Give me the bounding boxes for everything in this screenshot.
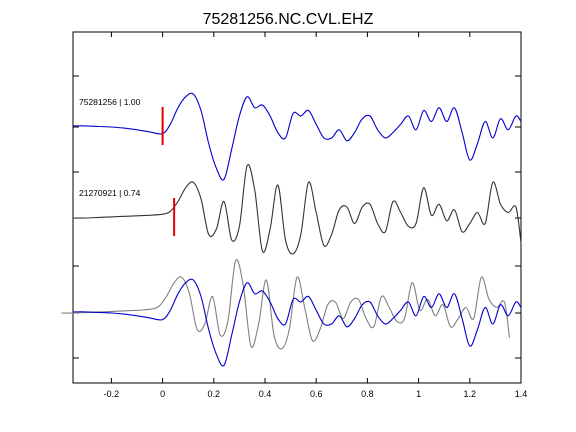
x-tick-label: 1.2 [464, 389, 477, 399]
x-tick-label: 1 [416, 389, 421, 399]
x-tick-label: 0 [160, 389, 165, 399]
x-tick-label: 1.4 [515, 389, 528, 399]
overlay-trace-2 [61, 259, 511, 350]
trace-label-2: 21270921 | 0.74 [79, 188, 141, 198]
x-tick-label: -0.2 [104, 389, 120, 399]
overlay-trace-1 [72, 278, 522, 367]
trace-label-1: 75281256 | 1.00 [79, 97, 141, 107]
x-tick-label: 0.2 [208, 389, 221, 399]
trace-line-2 [72, 164, 522, 255]
x-tick-label: 0.4 [259, 389, 272, 399]
chart-title: 75281256.NC.CVL.EHZ [203, 11, 374, 28]
trace-line-1 [72, 92, 522, 181]
plot-frame [72, 31, 522, 384]
x-tick-label: 0.8 [361, 389, 374, 399]
x-tick-label: 0.6 [310, 389, 323, 399]
